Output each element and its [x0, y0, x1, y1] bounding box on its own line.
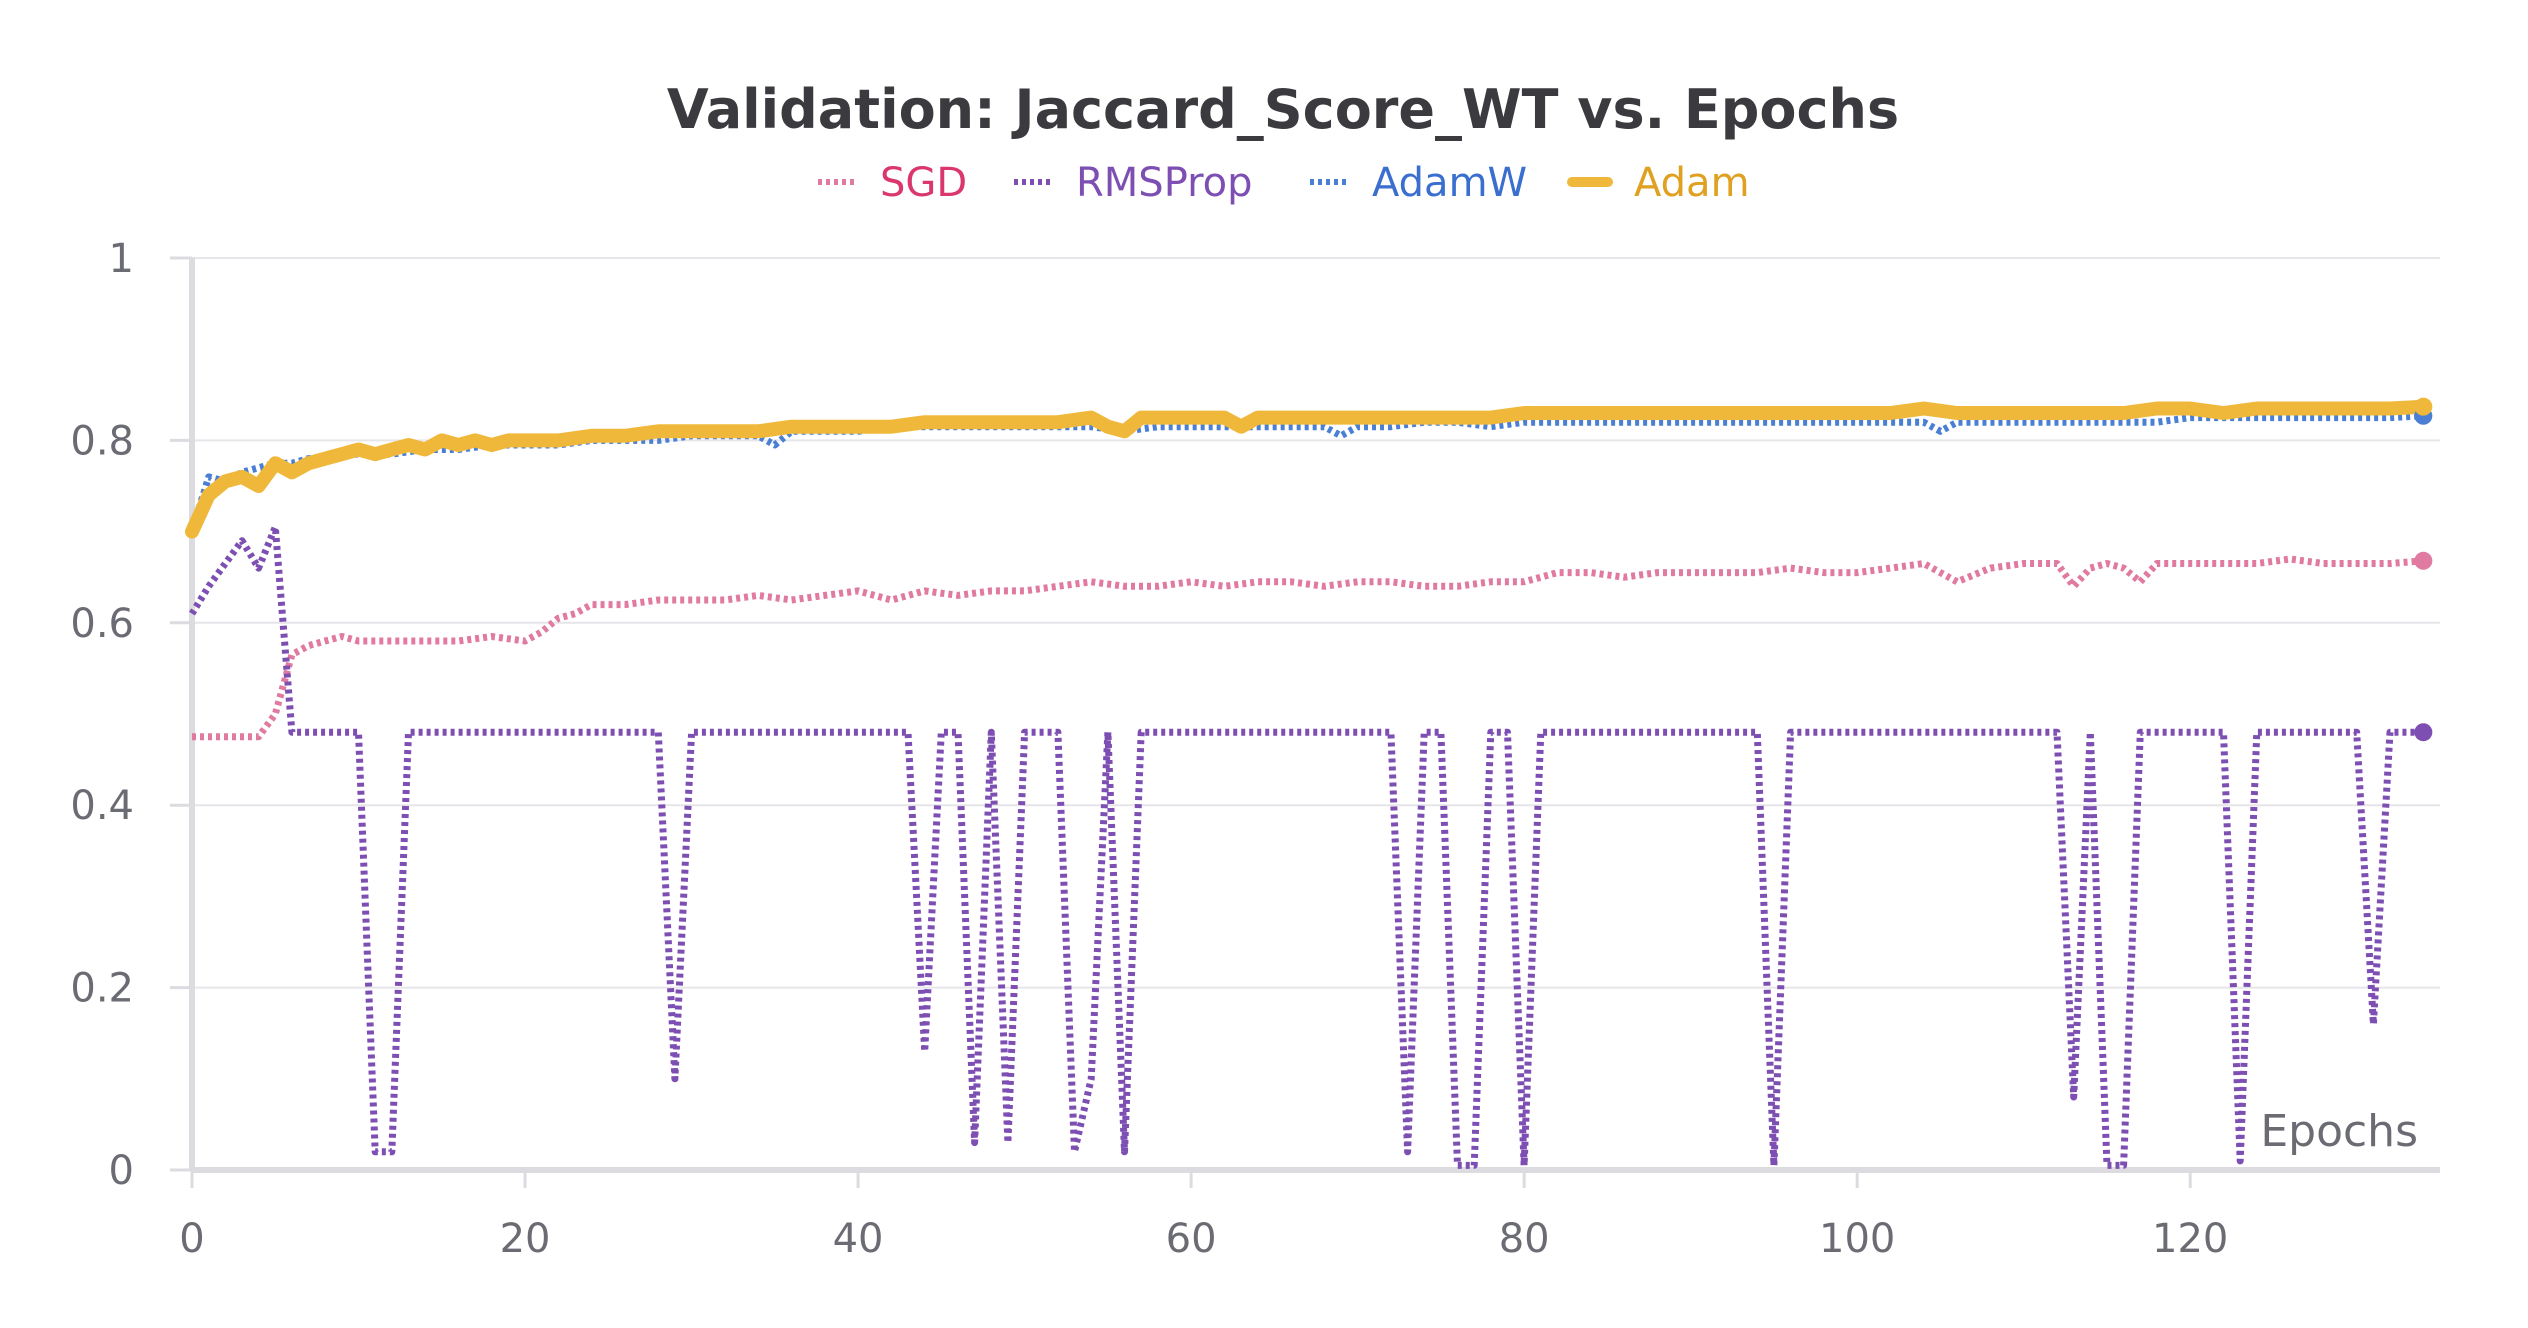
- y-tick-label: 0: [109, 1148, 134, 1194]
- x-tick-label: 0: [179, 1216, 204, 1262]
- gridlines: [192, 257, 2440, 989]
- legend-item-adamw[interactable]: AdamW: [1310, 160, 1527, 206]
- series-line-sgd: [192, 555, 2424, 741]
- legend: SGD RMSProp AdamW Adam: [818, 160, 1750, 206]
- series-lines: [185, 399, 2431, 1169]
- legend-label: AdamW: [1372, 160, 1527, 206]
- legend-label: SGD: [880, 160, 967, 206]
- series-line-adam: [185, 399, 2431, 539]
- chart-title: Validation: Jaccard_Score_WT vs. Epochs: [667, 78, 1899, 141]
- series-endpoints: [2414, 397, 2433, 742]
- y-tick-label: 1: [109, 236, 134, 282]
- y-tick-label: 0.2: [70, 966, 134, 1012]
- legend-item-rmsprop[interactable]: RMSProp: [1014, 160, 1253, 206]
- legend-item-adam[interactable]: Adam: [1567, 160, 1750, 206]
- legend-item-sgd[interactable]: SGD: [818, 160, 967, 206]
- y-tick-label: 0.6: [70, 601, 134, 647]
- x-axis-label: Epochs: [2260, 1106, 2418, 1157]
- legend-label: Adam: [1634, 160, 1750, 206]
- x-tick-label: 80: [1499, 1216, 1550, 1262]
- y-axis-ticks: 0 0.2 0.4 0.6 0.8 1: [70, 236, 192, 1194]
- x-axis-ticks: 0 20 40 60 80 100 120: [179, 1170, 2228, 1262]
- series-line-adamw: [188, 412, 2424, 533]
- x-tick-label: 40: [833, 1216, 884, 1262]
- series-line-rmsprop: [189, 523, 2424, 1169]
- axes: [189, 258, 2440, 1173]
- y-tick-label: 0.4: [70, 783, 134, 829]
- series-endpoint-adam: [2414, 397, 2433, 416]
- series-endpoint-rmsprop: [2414, 723, 2433, 742]
- x-tick-label: 100: [1819, 1216, 1895, 1262]
- x-tick-label: 120: [2152, 1216, 2228, 1262]
- x-tick-label: 60: [1166, 1216, 1217, 1262]
- x-tick-label: 20: [500, 1216, 551, 1262]
- series-endpoint-sgd: [2414, 551, 2433, 570]
- y-tick-label: 0.8: [70, 418, 134, 464]
- legend-label: RMSProp: [1076, 160, 1253, 206]
